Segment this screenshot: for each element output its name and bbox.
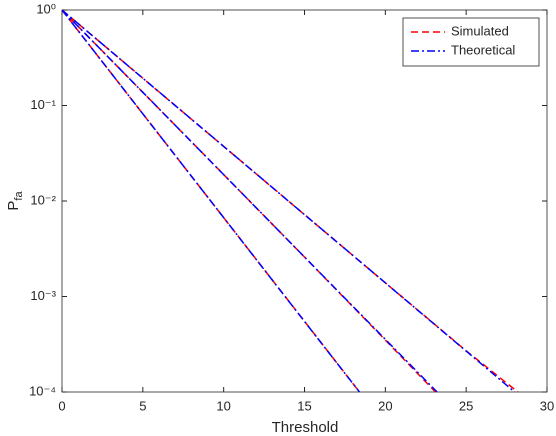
y-axis-label-main: P [5,201,22,211]
x-tick-label: 25 [459,398,473,413]
x-tick-label: 10 [216,398,230,413]
y-tick-label: 10⁻⁴ [29,383,56,398]
x-tick-label: 15 [297,398,311,413]
legend-label: Theoretical [451,42,515,57]
plot-lines [62,10,519,392]
x-tick-label: 5 [139,398,146,413]
x-tick-label: 0 [58,398,65,413]
y-tick-label: 10⁰ [36,1,56,16]
series-line [62,10,361,392]
y-axis-label-sub: fa [13,191,25,201]
series-line [62,10,516,392]
x-axis-label: Threshold [272,419,339,436]
series-line [62,10,438,392]
y-tick-label: 10⁻¹ [30,97,56,112]
y-tick-label: 10⁻³ [30,288,56,303]
legend-box [402,17,540,67]
y-tick-label: 10⁻² [30,192,56,207]
legend-label: Simulated [451,23,509,38]
series-line [62,10,361,392]
plot-area [62,10,547,392]
x-tick-label: 30 [540,398,554,413]
x-tick-label: 20 [378,398,392,413]
y-axis-label: Pfa [5,191,25,211]
